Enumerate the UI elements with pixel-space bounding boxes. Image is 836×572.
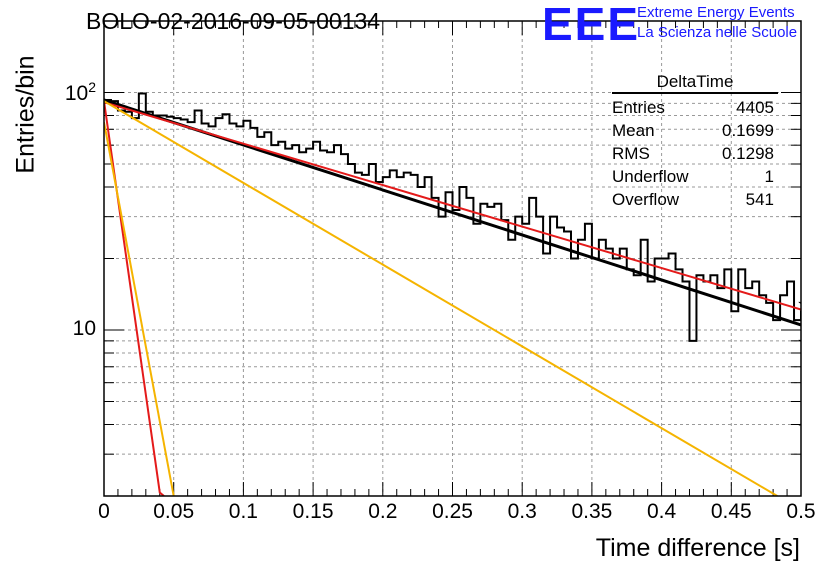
x-tick-label: 0.15 <box>292 500 334 523</box>
y-tick-label: 102 <box>64 79 96 106</box>
stats-label: Mean <box>612 121 655 140</box>
x-tick-label: 0.5 <box>786 500 816 523</box>
x-tick-label: 0.4 <box>646 500 677 523</box>
histogram-step-line <box>104 92 801 426</box>
x-tick-label: 0.45 <box>710 500 752 523</box>
eee-logo: EEE <box>542 0 641 50</box>
fit-line-5 <box>104 100 778 496</box>
stats-value: 1 <box>764 167 774 186</box>
stats-value: 4405 <box>736 98 774 117</box>
x-tick-label: 0.2 <box>368 500 398 523</box>
x-tick-label: 0.35 <box>571 500 613 523</box>
chart-title: BOLO-02-2016-09-05-00134 <box>86 8 381 34</box>
stats-box: DeltaTime Entries 4405 Mean 0.1699 RMS 0.12… <box>612 72 784 211</box>
y-axis-label: Entries/bin <box>11 55 40 174</box>
stats-label: Underflow <box>612 167 689 186</box>
x-tick-label: 0.25 <box>432 500 473 523</box>
stats-title: DeltaTime <box>612 72 778 94</box>
stats-value: 541 <box>745 190 774 209</box>
stats-row-entries: Entries 4405 <box>612 96 784 119</box>
stats-label: RMS <box>612 144 650 163</box>
stats-row-overflow: Overflow 541 <box>612 188 784 211</box>
logo-line-1: Extreme Energy Events <box>637 4 795 21</box>
y-tick-label: 10 <box>72 316 96 340</box>
stats-label: Entries <box>612 98 665 117</box>
x-tick-label: 0 <box>98 500 110 523</box>
stats-value: 0.1298 <box>722 144 774 163</box>
stats-row-mean: Mean 0.1699 <box>612 119 784 142</box>
logo-line-2: La Scienza nelle Scuole <box>637 24 798 41</box>
stats-row-underflow: Underflow 1 <box>612 165 784 188</box>
x-tick-label: 0.3 <box>507 500 537 523</box>
x-tick-label: 0.1 <box>228 500 258 523</box>
fit-line-3 <box>104 100 165 496</box>
y-tick-exponent: 2 <box>88 79 96 96</box>
fit-line-2 <box>104 101 801 311</box>
x-tick-label: 0.05 <box>153 500 195 523</box>
stats-value: 0.1699 <box>722 121 774 140</box>
x-axis-label: Time difference [s] <box>595 534 800 562</box>
stats-label: Overflow <box>612 190 680 209</box>
plot-frame <box>103 20 802 497</box>
stats-row-rms: RMS 0.1298 <box>612 142 784 165</box>
fit-line-4 <box>104 121 175 496</box>
